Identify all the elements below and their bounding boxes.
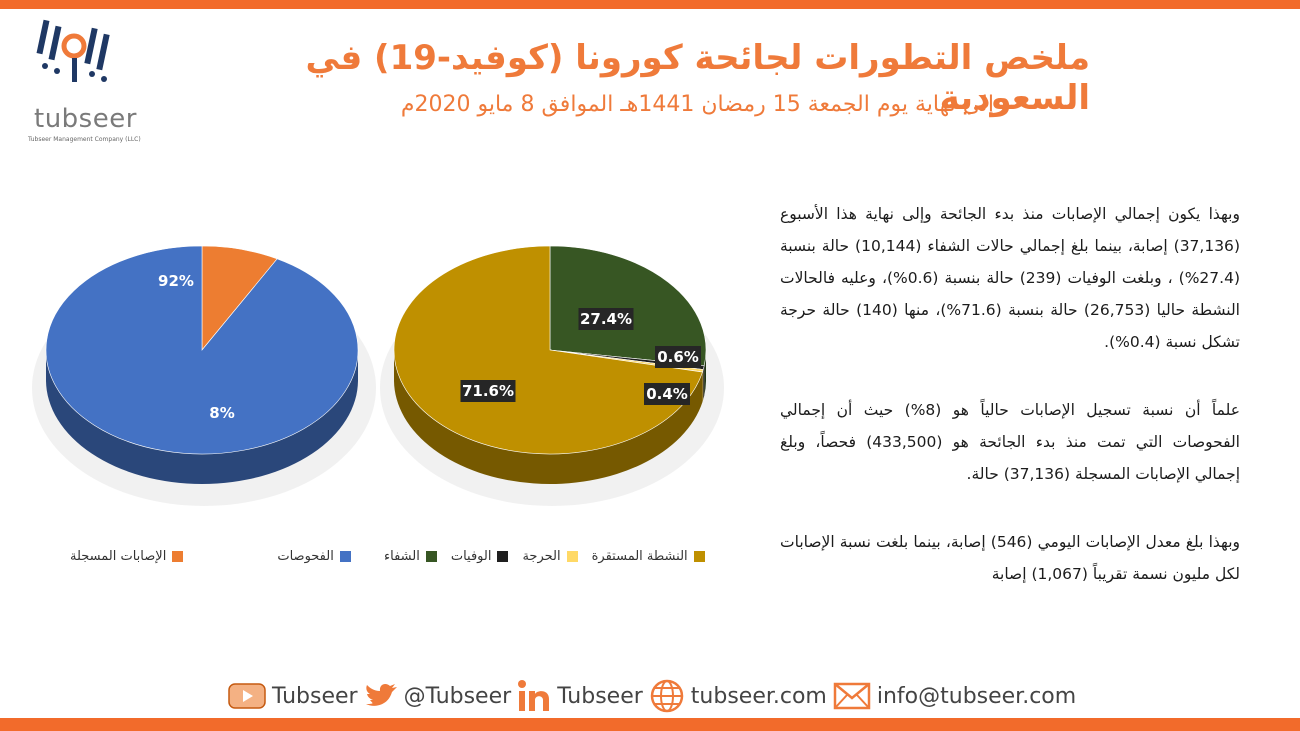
- legend-swatch: [339, 550, 351, 562]
- legend-chart-2: النشطة المستقرة الحرجة الوفيات الشفاء: [384, 546, 705, 566]
- data-label: 27.4%: [580, 310, 632, 328]
- legend-label: الإصابات المسجلة: [70, 548, 167, 564]
- tubseer-logo: tubseer Tubseer Management Company (LLC): [22, 14, 142, 144]
- footer-website[interactable]: tubseer.com: [649, 678, 827, 714]
- data-label: 92%: [158, 272, 194, 290]
- linkedin-label: Tubseer: [557, 683, 643, 709]
- legend-item: الفحوصات: [277, 549, 351, 564]
- envelope-icon: [833, 682, 871, 710]
- legend-item: الشفاء: [384, 549, 437, 564]
- data-label: 0.6%: [657, 348, 699, 366]
- pie-slice-side: [703, 365, 705, 400]
- youtube-label: Tubseer: [272, 683, 358, 709]
- website-label: tubseer.com: [690, 683, 827, 709]
- pie-chart-1: 8% 92%: [32, 245, 376, 506]
- youtube-icon: [228, 683, 266, 709]
- twitter-icon: [365, 683, 397, 706]
- footer-contacts: Tubseer @Tubseer Tubseer tubseer.com: [228, 676, 1128, 716]
- footer-linkedin[interactable]: Tubseer: [517, 679, 643, 713]
- linkedin-icon: [518, 680, 550, 711]
- summary-paragraph-3: وبهذا بلغ معدل الإصابات اليومي (546) إصا…: [780, 533, 1240, 583]
- data-label-box: [644, 383, 690, 405]
- page-title: ملخص التطورات لجائحة كورونا (كوفيد-19) ف…: [305, 38, 1090, 118]
- data-label: 0.4%: [646, 385, 688, 403]
- legend-item: النشطة المستقرة: [592, 549, 705, 564]
- legend-item: الإصابات المسجلة: [70, 548, 184, 564]
- legend-label: الشفاء: [384, 548, 420, 564]
- pie-chart-2: 27.4% 0.6% 0.4% 71.6%: [380, 245, 724, 506]
- data-label: 71.6%: [462, 382, 514, 400]
- bottom-accent-bar: [0, 718, 1300, 731]
- footer-email[interactable]: info@tubseer.com: [833, 682, 1076, 710]
- email-label: info@tubseer.com: [876, 683, 1077, 709]
- legend-label: الوفيات: [450, 548, 492, 564]
- footer-twitter[interactable]: @Tubseer: [364, 682, 512, 710]
- legend-swatch: [425, 550, 437, 562]
- legend-swatch: [497, 550, 509, 562]
- legend-item: الوفيات: [451, 549, 509, 564]
- pie-slice: [549, 245, 707, 366]
- logo-wordmark: tubseer: [34, 104, 137, 134]
- data-label-box: [578, 308, 634, 330]
- legend-item: الحرجة: [522, 548, 578, 564]
- legend-swatch: [693, 550, 705, 562]
- legend-chart-1: الفحوصات الإصابات المسجلة: [70, 546, 351, 566]
- page-subtitle: إلى نهاية يوم الجمعة 15 رمضان 1441هـ الم…: [400, 92, 994, 117]
- pie-slice-side: [704, 350, 706, 396]
- summary-paragraph-1: وبهذا يكون إجمالي الإصابات منذ بدء الجائ…: [780, 205, 1240, 351]
- twitter-label: @Tubseer: [403, 683, 512, 709]
- logo-mark-icon: [36, 19, 110, 82]
- pie-slice-side: [702, 369, 704, 403]
- pie-slice-side: [394, 350, 703, 485]
- data-label-box: [460, 380, 516, 402]
- legend-label: النشطة المستقرة: [591, 548, 688, 564]
- legend-label: الفحوصات: [277, 548, 334, 564]
- footer-youtube[interactable]: Tubseer: [228, 683, 358, 709]
- top-accent-bar: [0, 0, 1300, 9]
- pie-charts: 8% 92% 27.4% 0.6% 0.4% 71.6%: [20, 230, 740, 590]
- pie-slice: [45, 245, 359, 455]
- data-label-box: [655, 346, 701, 368]
- legend-swatch: [172, 550, 184, 562]
- legend-swatch: [566, 550, 578, 562]
- globe-icon: [650, 679, 684, 713]
- legend-label: الحرجة: [522, 548, 561, 564]
- logo-subline: Tubseer Management Company (LLC): [28, 136, 141, 143]
- data-label: 8%: [209, 404, 234, 422]
- pie-slice-side: [46, 350, 358, 484]
- summary-paragraph-2: علماً أن نسبة تسجيل الإصابات حالياً هو (…: [780, 401, 1240, 483]
